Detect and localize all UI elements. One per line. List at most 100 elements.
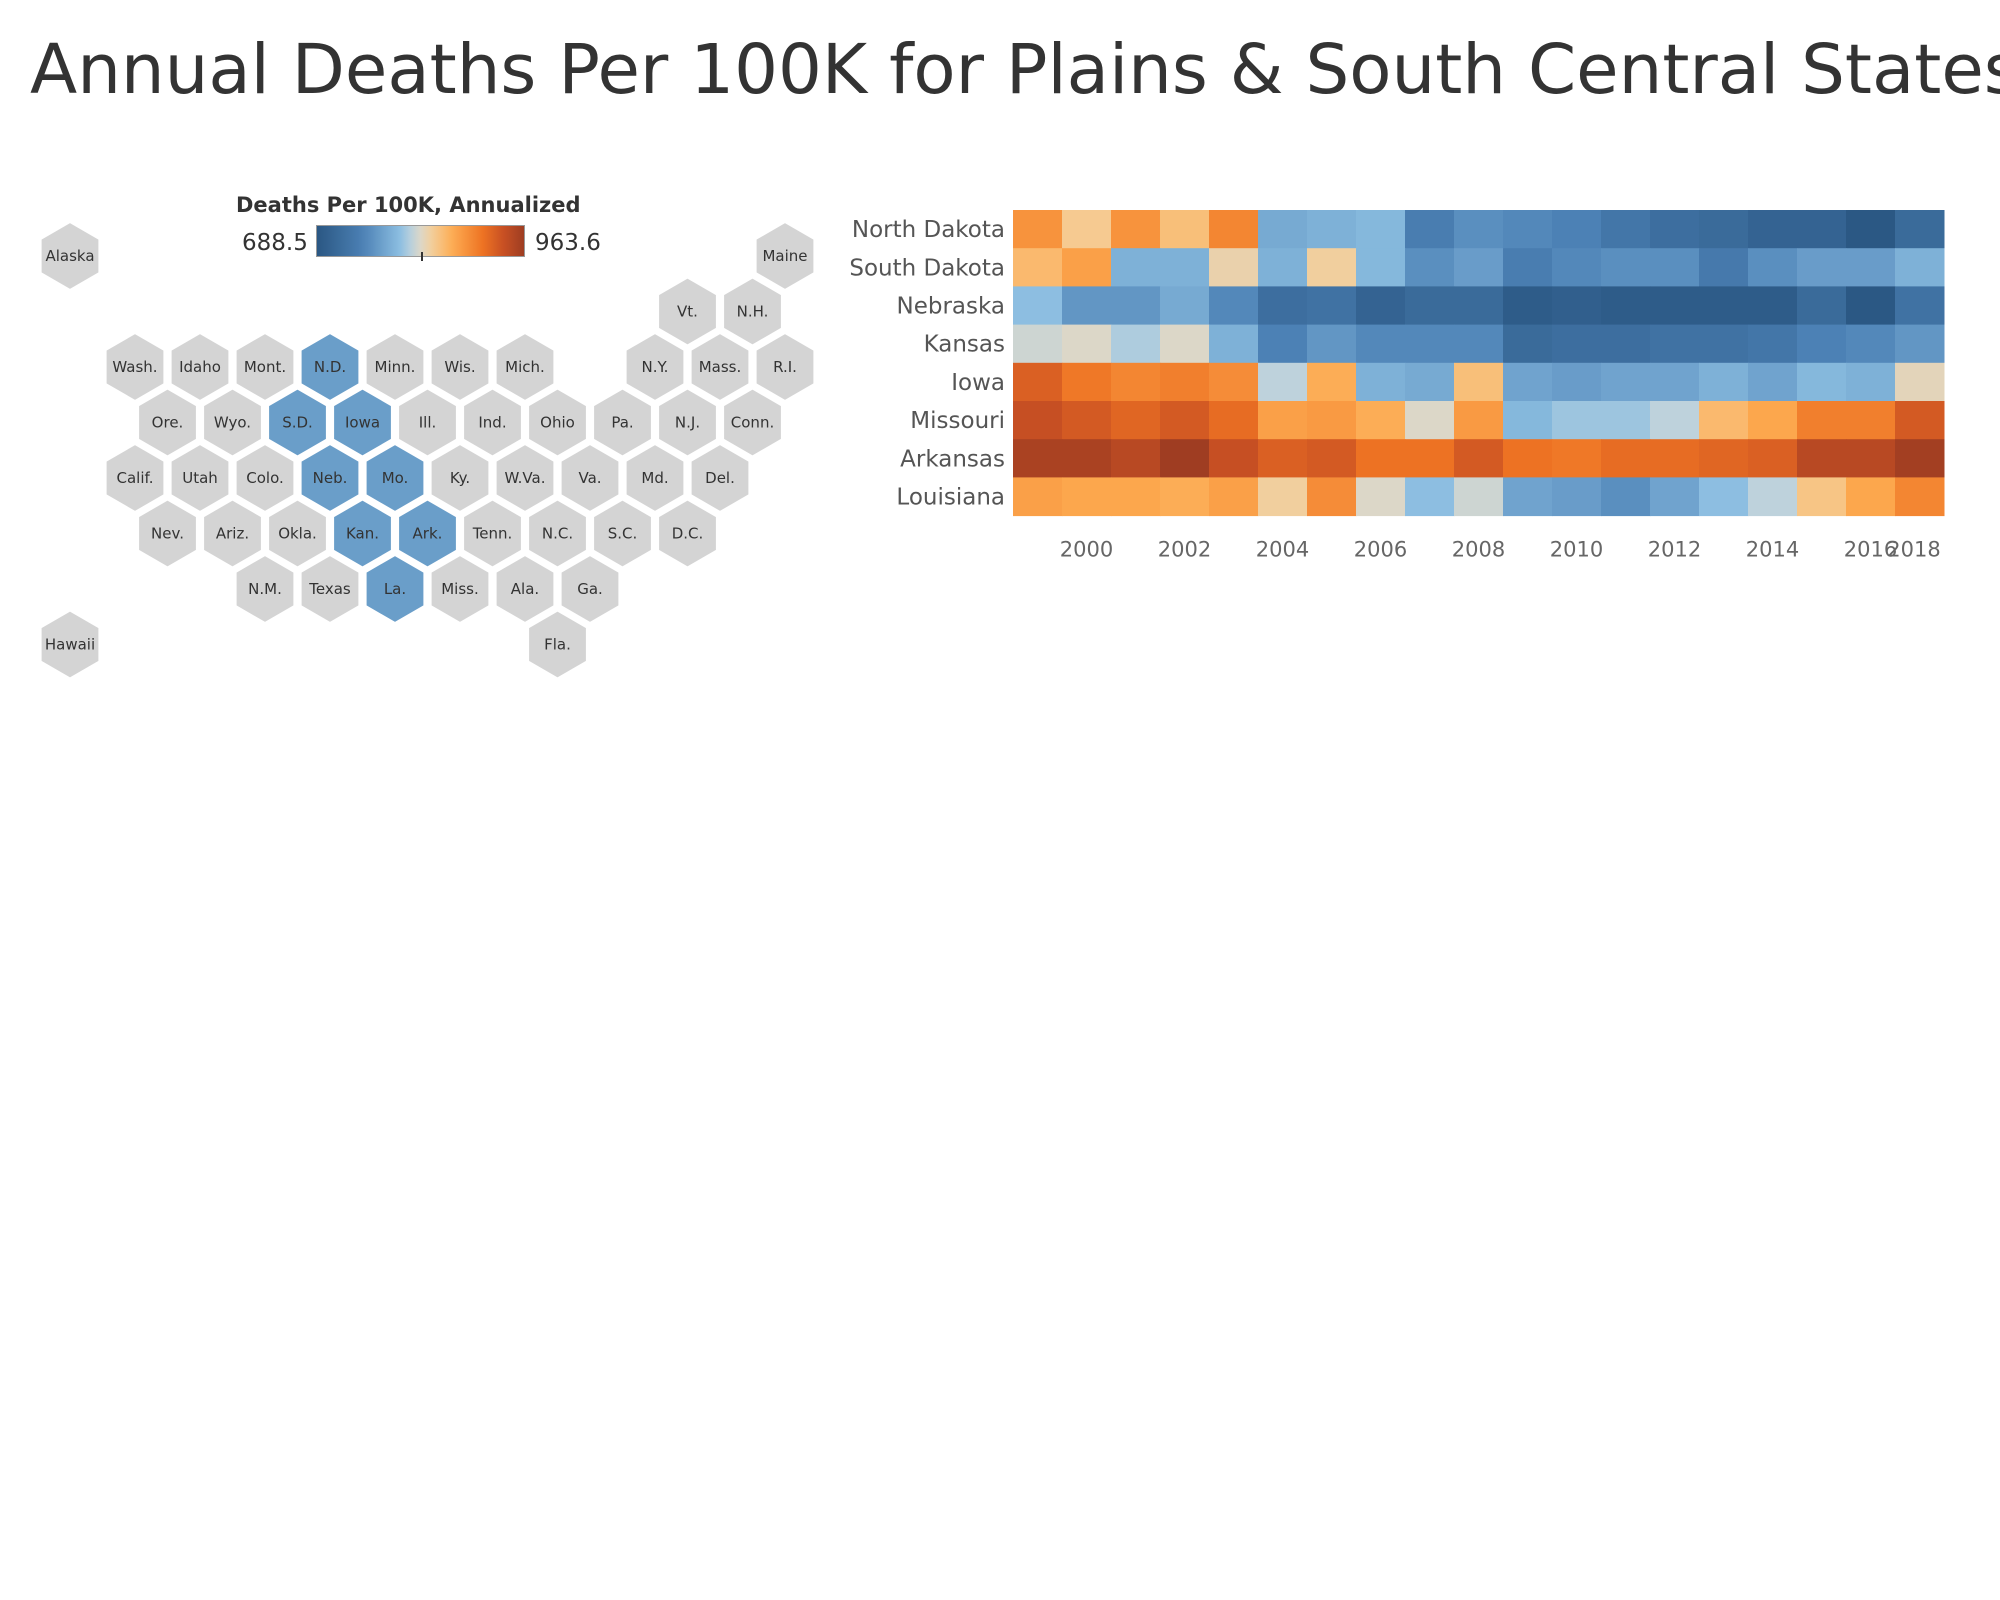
state-hex[interactable] <box>364 331 426 403</box>
heatmap-cell[interactable] <box>1748 401 1798 440</box>
state-hex[interactable] <box>689 331 751 403</box>
heatmap-cell[interactable] <box>1601 248 1651 287</box>
heatmap-cell[interactable] <box>1895 286 1945 326</box>
heatmap-cell[interactable] <box>1307 439 1357 478</box>
heatmap-cell[interactable] <box>1846 324 1896 364</box>
heatmap-cell[interactable] <box>1552 362 1602 402</box>
heatmap-cell[interactable] <box>1062 401 1112 440</box>
heatmap-cell[interactable] <box>1209 210 1259 249</box>
heatmap-cell[interactable] <box>1405 439 1455 478</box>
heatmap-cell[interactable] <box>1797 362 1847 402</box>
heatmap-cell[interactable] <box>1160 286 1210 326</box>
state-hex[interactable] <box>624 331 686 403</box>
heatmap-cell[interactable] <box>1013 362 1063 402</box>
heatmap-cell[interactable] <box>1405 210 1455 249</box>
heatmap-cell[interactable] <box>1258 286 1308 326</box>
heatmap-cell[interactable] <box>1552 439 1602 478</box>
heatmap-cell[interactable] <box>1454 286 1504 326</box>
heatmap-cell[interactable] <box>1748 324 1798 364</box>
state-hex[interactable] <box>332 387 393 458</box>
state-hex[interactable] <box>267 387 328 458</box>
heatmap-cell[interactable] <box>1013 210 1063 249</box>
heatmap-cell[interactable] <box>1797 210 1847 249</box>
state-hex[interactable] <box>397 387 458 458</box>
heatmap-cell[interactable] <box>1307 248 1357 287</box>
heatmap-cell[interactable] <box>1307 324 1357 364</box>
state-hex[interactable] <box>559 553 621 625</box>
state-hex[interactable] <box>494 553 556 625</box>
heatmap-cell[interactable] <box>1895 210 1945 249</box>
state-hex[interactable] <box>592 498 653 569</box>
heatmap-cell[interactable] <box>1797 439 1847 478</box>
heatmap-cell[interactable] <box>1895 477 1945 517</box>
heatmap-cell[interactable] <box>1895 439 1945 478</box>
state-hex[interactable] <box>39 609 101 680</box>
heatmap-cell[interactable] <box>1699 401 1749 440</box>
heatmap-cell[interactable] <box>1258 248 1308 287</box>
heatmap-cell[interactable] <box>1895 248 1945 287</box>
state-hex[interactable] <box>429 442 491 514</box>
heatmap-cell[interactable] <box>1405 286 1455 326</box>
heatmap-cell[interactable] <box>1062 248 1112 287</box>
heatmap-cell[interactable] <box>1699 324 1749 364</box>
state-hex[interactable] <box>137 387 198 458</box>
state-hex[interactable] <box>299 442 361 514</box>
heatmap-cell[interactable] <box>1111 401 1161 440</box>
state-hex[interactable] <box>169 331 231 403</box>
state-hex[interactable] <box>234 442 296 514</box>
heatmap-cell[interactable] <box>1503 439 1553 478</box>
heatmap-cell[interactable] <box>1601 439 1651 478</box>
heatmap-cell[interactable] <box>1552 286 1602 326</box>
heatmap-cell[interactable] <box>1650 439 1700 478</box>
state-hex[interactable] <box>299 331 361 403</box>
heatmap-cell[interactable] <box>1062 286 1112 326</box>
hex-tile-map[interactable]: Alaska Maine Vt. N.H. Wash. Idaho Mont. N.D. Min… <box>0 150 830 690</box>
heatmap-cell[interactable] <box>1797 324 1847 364</box>
state-hex[interactable] <box>527 387 588 458</box>
heatmap-cell[interactable] <box>1699 439 1749 478</box>
heatmap-cell[interactable] <box>1013 324 1063 364</box>
heatmap-cell[interactable] <box>1209 362 1259 402</box>
state-hex[interactable] <box>169 442 231 514</box>
state-hex[interactable] <box>429 553 491 625</box>
state-hex[interactable] <box>332 498 393 569</box>
heatmap-cell[interactable] <box>1552 401 1602 440</box>
state-hex[interactable] <box>364 442 426 514</box>
heatmap-cell[interactable] <box>1650 286 1700 326</box>
heatmap-cell[interactable] <box>1552 248 1602 287</box>
heatmap-cell[interactable] <box>1454 362 1504 402</box>
state-hex[interactable] <box>234 553 296 625</box>
state-hex[interactable] <box>527 498 588 569</box>
heatmap-cell[interactable] <box>1111 210 1161 249</box>
heatmap-cell[interactable] <box>1062 324 1112 364</box>
heatmap-cell[interactable] <box>1503 477 1553 517</box>
heatmap-cell[interactable] <box>1699 477 1749 517</box>
state-hex[interactable] <box>722 387 783 458</box>
heatmap-cell[interactable] <box>1160 324 1210 364</box>
state-hex[interactable] <box>234 331 296 403</box>
heatmap-cell[interactable] <box>1552 210 1602 249</box>
heatmap-cell[interactable] <box>1748 362 1798 402</box>
heatmap-cell[interactable] <box>1209 286 1259 326</box>
heatmap-cell[interactable] <box>1356 362 1406 402</box>
state-hex[interactable] <box>429 331 491 403</box>
heatmap-cell[interactable] <box>1209 401 1259 440</box>
state-hex[interactable] <box>299 553 361 625</box>
heatmap-cell[interactable] <box>1209 248 1259 287</box>
state-hex[interactable] <box>559 442 621 514</box>
state-hex[interactable] <box>39 220 101 292</box>
state-hex[interactable] <box>657 498 718 569</box>
heatmap-cell[interactable] <box>1846 401 1896 440</box>
state-hex[interactable] <box>137 498 198 569</box>
heatmap-cell[interactable] <box>1650 248 1700 287</box>
heatmap-cell[interactable] <box>1748 477 1798 517</box>
state-hex[interactable] <box>754 331 816 403</box>
heatmap-cell[interactable] <box>1895 362 1945 402</box>
heatmap-cell[interactable] <box>1160 362 1210 402</box>
heatmap-cell[interactable] <box>1307 401 1357 440</box>
heatmap-cell[interactable] <box>1601 401 1651 440</box>
heatmap-cell[interactable] <box>1846 439 1896 478</box>
heatmap-cell[interactable] <box>1650 401 1700 440</box>
heatmap-cell[interactable] <box>1160 210 1210 249</box>
heatmap-cell[interactable] <box>1111 477 1161 517</box>
